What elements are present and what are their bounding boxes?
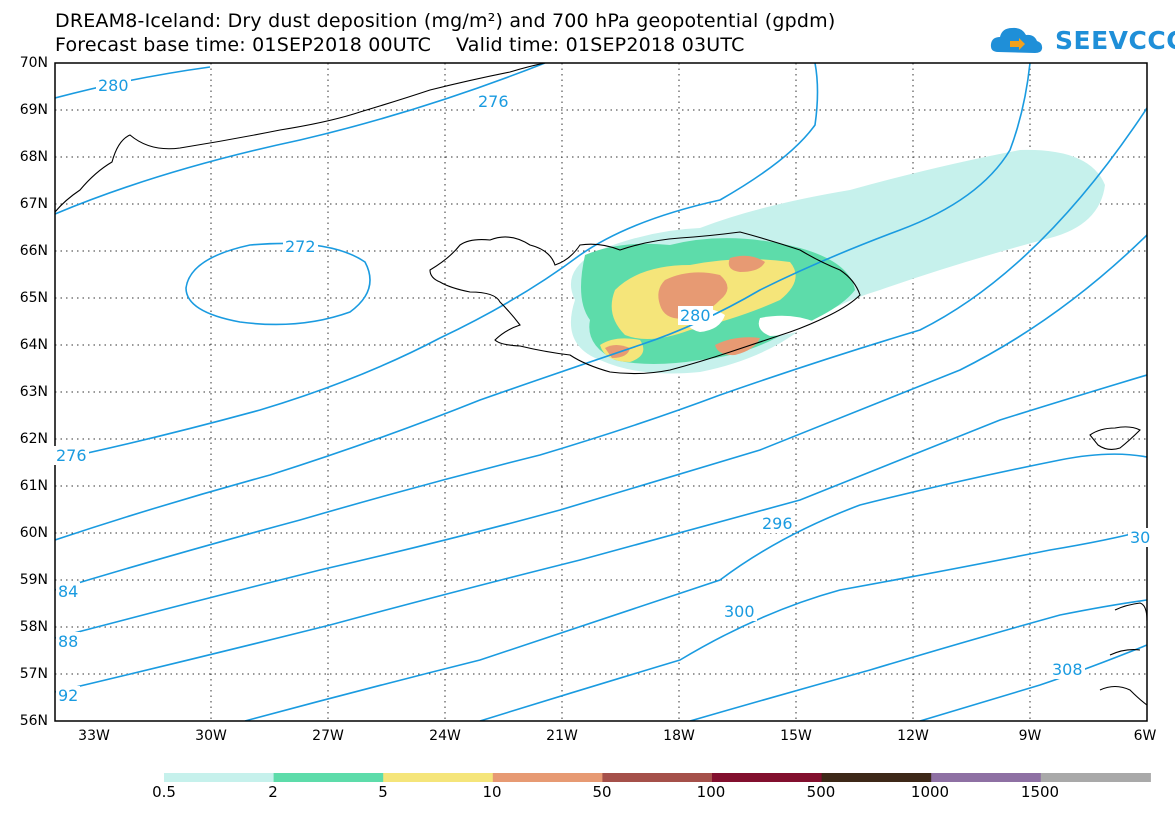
lat-label: 62N bbox=[19, 431, 48, 447]
colorbar-swatch bbox=[164, 773, 275, 782]
lat-label: 66N bbox=[19, 243, 48, 259]
logo-text: SEEVCCC bbox=[1055, 26, 1175, 55]
contour-label: 308 bbox=[1050, 660, 1085, 679]
colorbar-swatch bbox=[1040, 773, 1151, 782]
contour-label: 276 bbox=[54, 446, 89, 465]
colorbar-swatch bbox=[712, 773, 823, 782]
map-frame bbox=[54, 62, 1148, 722]
lon-label: 18W bbox=[663, 728, 695, 744]
contour-292 bbox=[55, 374, 1147, 693]
lat-label: 58N bbox=[19, 619, 48, 635]
contour-label: 280 bbox=[96, 76, 131, 95]
lat-label: 68N bbox=[19, 149, 48, 165]
contour-284 bbox=[55, 107, 1147, 591]
colorbar-swatch bbox=[821, 773, 932, 782]
colorbar-swatch bbox=[492, 773, 603, 782]
colorbar-label: 1000 bbox=[910, 783, 950, 801]
contour-label: 92 bbox=[56, 686, 81, 705]
lon-label: 33W bbox=[78, 728, 110, 744]
faroe-coast bbox=[1089, 426, 1141, 451]
lon-label: 6W bbox=[1133, 728, 1157, 744]
lat-label: 67N bbox=[19, 196, 48, 212]
lon-label: 12W bbox=[897, 728, 929, 744]
contour-label: 88 bbox=[56, 632, 81, 651]
colorbar-swatch bbox=[602, 773, 713, 782]
contour-label: 30 bbox=[1128, 528, 1153, 547]
lat-label: 59N bbox=[19, 572, 48, 588]
colorbar-label: 1500 bbox=[1020, 783, 1060, 801]
dust-clear-patch-2 bbox=[758, 315, 815, 336]
colorbar-label: 2 bbox=[268, 783, 278, 801]
contour-300 bbox=[479, 529, 1147, 721]
lat-label: 65N bbox=[19, 290, 48, 306]
lat-label: 56N bbox=[19, 713, 48, 729]
contour-276 bbox=[55, 63, 819, 461]
colorbar-label: 5 bbox=[378, 783, 388, 801]
greenland-coast bbox=[55, 63, 546, 213]
dust-band-orange-east bbox=[728, 255, 765, 272]
lat-label: 64N bbox=[19, 337, 48, 353]
geopotential-contours bbox=[55, 63, 1147, 721]
dust-band-orange-se bbox=[715, 337, 760, 356]
colorbar-label: 500 bbox=[806, 783, 836, 801]
colorbar-label: 0.5 bbox=[152, 783, 176, 801]
contour-296 bbox=[244, 453, 1147, 721]
map-title: DREAM8-Iceland: Dry dust deposition (mg/… bbox=[55, 10, 836, 32]
lat-label: 61N bbox=[19, 478, 48, 494]
colorbar-swatch bbox=[273, 773, 384, 782]
map-subtitle: Forecast base time: 01SEP2018 00UTC Vali… bbox=[55, 34, 745, 56]
contour-276-north bbox=[55, 63, 546, 215]
lon-label: 27W bbox=[312, 728, 344, 744]
lat-label: 70N bbox=[19, 55, 48, 71]
contour-label: 280 bbox=[678, 306, 713, 325]
iceland-coast bbox=[429, 231, 861, 375]
lat-label: 63N bbox=[19, 384, 48, 400]
lat-label: 60N bbox=[19, 525, 48, 541]
lon-label: 15W bbox=[780, 728, 812, 744]
contour-280 bbox=[55, 63, 1031, 541]
cloud-logo-icon bbox=[990, 27, 1043, 53]
lat-label: 69N bbox=[19, 102, 48, 118]
contour-308 bbox=[919, 644, 1147, 721]
contour-label: 272 bbox=[283, 237, 318, 256]
dust-deposition-field bbox=[570, 149, 1105, 374]
colorbar-label: 10 bbox=[482, 783, 502, 801]
contour-288 bbox=[55, 234, 1147, 639]
contour-label: 300 bbox=[722, 602, 757, 621]
colorbar-label: 50 bbox=[592, 783, 612, 801]
contour-272 bbox=[185, 242, 371, 326]
colorbar bbox=[164, 773, 1151, 782]
contour-label: 296 bbox=[760, 514, 795, 533]
lon-label: 21W bbox=[546, 728, 578, 744]
contour-label: 276 bbox=[476, 92, 511, 111]
colorbar-label: 100 bbox=[696, 783, 726, 801]
lon-label: 24W bbox=[429, 728, 461, 744]
lat-label: 57N bbox=[19, 666, 48, 682]
contour-304 bbox=[689, 599, 1147, 721]
colorbar-swatch bbox=[383, 773, 494, 782]
colorbar-swatch bbox=[931, 773, 1042, 782]
contour-280-west bbox=[55, 66, 211, 99]
lon-label: 9W bbox=[1018, 728, 1042, 744]
contour-label: 84 bbox=[56, 582, 81, 601]
lon-label: 30W bbox=[195, 728, 227, 744]
